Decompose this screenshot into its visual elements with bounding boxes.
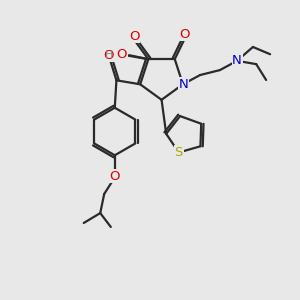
Text: O: O: [117, 48, 127, 61]
Text: O: O: [180, 28, 190, 40]
Text: O: O: [110, 169, 120, 183]
Text: H: H: [105, 50, 114, 60]
Text: O: O: [103, 49, 114, 62]
Text: O: O: [129, 30, 140, 43]
Text: N: N: [232, 54, 242, 67]
Text: N: N: [179, 78, 188, 91]
Text: S: S: [175, 146, 183, 159]
